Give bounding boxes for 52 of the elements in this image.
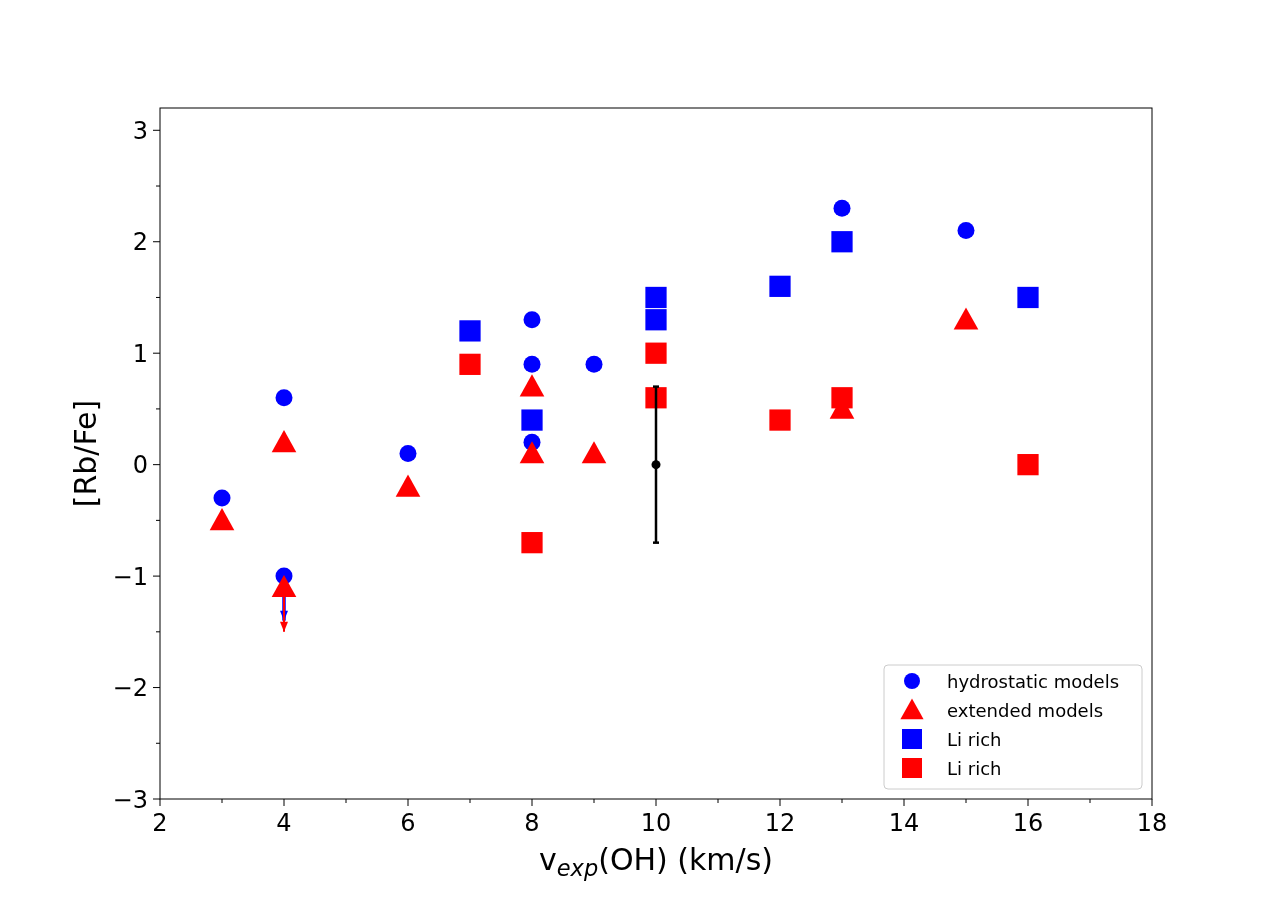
y-tick-label: 1: [132, 339, 148, 368]
point: [275, 389, 293, 407]
point: [957, 222, 975, 240]
legend-label: hydrostatic models: [947, 671, 1120, 692]
x-tick-label: 12: [764, 809, 796, 837]
x-tick-label: 4: [276, 809, 292, 837]
point: [399, 445, 417, 462]
x-tick-label: 16: [1012, 809, 1044, 837]
point: [645, 387, 667, 409]
legend-label: Li rich: [947, 729, 1002, 750]
point: [581, 441, 607, 464]
point: [953, 307, 979, 330]
y-tick-label: −1: [112, 562, 148, 591]
point: [519, 374, 545, 397]
point: [271, 574, 297, 598]
x-axis-title: v$_{exp}$(OH) (km/s): [538, 842, 774, 881]
point: [769, 409, 791, 431]
point: [519, 441, 545, 464]
x-tick-label: 8: [524, 809, 540, 837]
y-tick-label: −3: [112, 785, 148, 814]
point: [271, 430, 297, 453]
point: [523, 355, 541, 373]
x-tick-label: 18: [1136, 809, 1168, 837]
point: [521, 532, 543, 554]
x-tick-label: 14: [888, 809, 920, 837]
point: [831, 387, 853, 409]
point: [645, 286, 667, 309]
y-tick-label: 3: [132, 116, 148, 145]
point: [1017, 286, 1039, 309]
point: [833, 199, 851, 217]
point: [1017, 454, 1039, 476]
point: [585, 355, 603, 373]
x-tick-label: 10: [640, 809, 672, 837]
point: [831, 231, 853, 253]
point: [395, 474, 421, 497]
legend-label: extended models: [947, 700, 1104, 721]
point: [645, 342, 667, 364]
point: [459, 353, 481, 375]
point: [213, 489, 231, 507]
point: [645, 309, 667, 331]
x-tick-label: 6: [400, 809, 416, 837]
legend-label: Li rich: [947, 758, 1002, 779]
point: [209, 508, 235, 531]
y-tick-label: 0: [132, 451, 148, 480]
point: [769, 275, 791, 297]
y-axis-title: [Rb/Fe]: [68, 399, 103, 508]
point: [459, 320, 481, 342]
point: [523, 311, 541, 329]
y-tick-label: 2: [132, 228, 148, 257]
point: [521, 409, 543, 431]
y-tick-label: −2: [112, 674, 148, 703]
x-tick-label: 2: [152, 809, 168, 837]
